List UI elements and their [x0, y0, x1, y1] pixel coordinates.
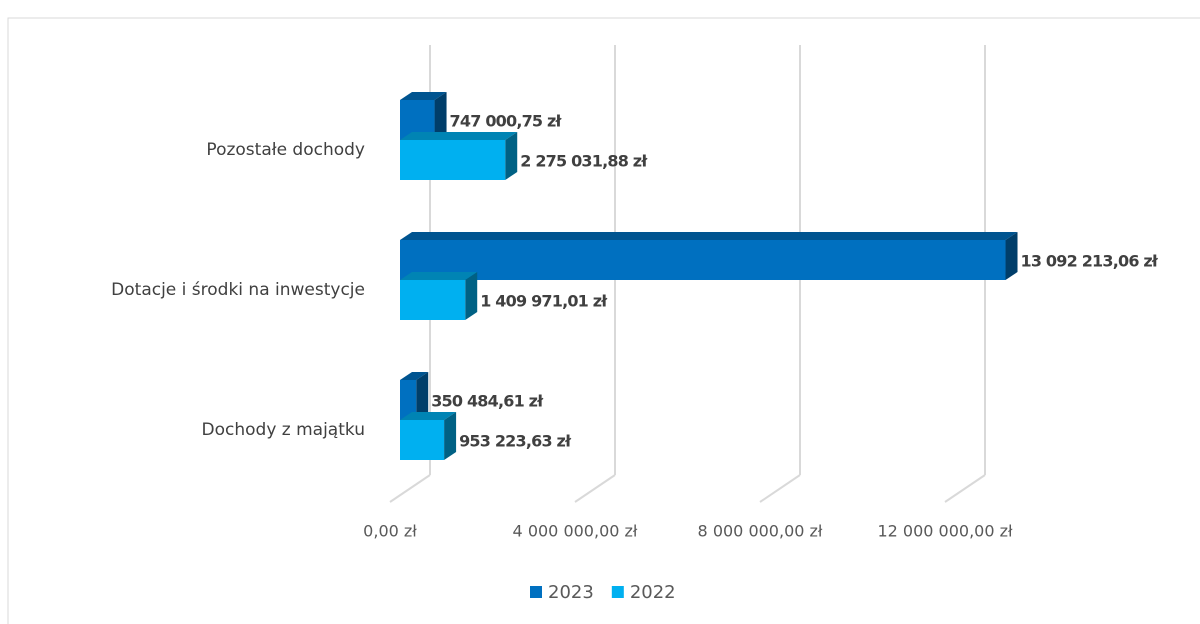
x-tick-label: 0,00 zł: [363, 522, 417, 541]
x-tick-label: 4 000 000,00 zł: [513, 522, 638, 541]
bar-side: [1005, 232, 1018, 280]
bar-side: [416, 372, 429, 420]
bar-side: [434, 92, 447, 140]
grid-floor-line: [759, 474, 801, 503]
x-tick-label: 8 000 000,00 zł: [698, 522, 823, 541]
value-label: 13 092 213,06 zł: [1021, 252, 1159, 271]
bar: [400, 140, 506, 180]
grid-floor-line: [944, 474, 986, 503]
legend-swatch: [530, 586, 542, 598]
legend-label: 2022: [630, 582, 676, 603]
bar-side: [505, 132, 518, 180]
bar-top: [400, 372, 429, 380]
value-label: 1 409 971,01 zł: [480, 292, 608, 311]
bar-side: [444, 412, 457, 460]
value-label: 747 000,75 zł: [450, 112, 563, 131]
value-label: 2 275 031,88 zł: [520, 152, 648, 171]
bar-top: [400, 92, 447, 100]
bar-top: [400, 132, 518, 140]
category-label: Dochody z majątku: [202, 420, 365, 440]
grid-floor-line: [574, 474, 616, 503]
bar-top: [400, 412, 457, 420]
chart-frame: [7, 17, 1200, 624]
legend-label: 2023: [548, 582, 594, 603]
bar: [400, 240, 1006, 280]
bar: [400, 280, 466, 320]
grid-floor-line: [389, 474, 431, 503]
bar-top: [400, 272, 478, 280]
value-label: 350 484,61 zł: [431, 392, 544, 411]
bar: [400, 420, 445, 460]
category-label: Dotacje i środki na inwestycje: [111, 280, 365, 300]
bar-top: [400, 232, 1018, 240]
bar-side: [465, 272, 478, 320]
category-label: Pozostałe dochody: [206, 140, 365, 160]
legend-swatch: [611, 586, 624, 598]
x-tick-label: 12 000 000,00 zł: [877, 522, 1013, 541]
value-label: 953 223,63 zł: [459, 432, 572, 451]
bar: [400, 380, 417, 420]
